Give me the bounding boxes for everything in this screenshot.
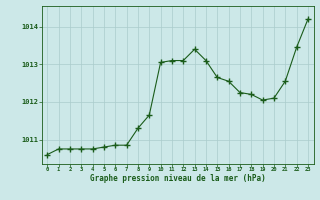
X-axis label: Graphe pression niveau de la mer (hPa): Graphe pression niveau de la mer (hPa) [90,174,266,183]
